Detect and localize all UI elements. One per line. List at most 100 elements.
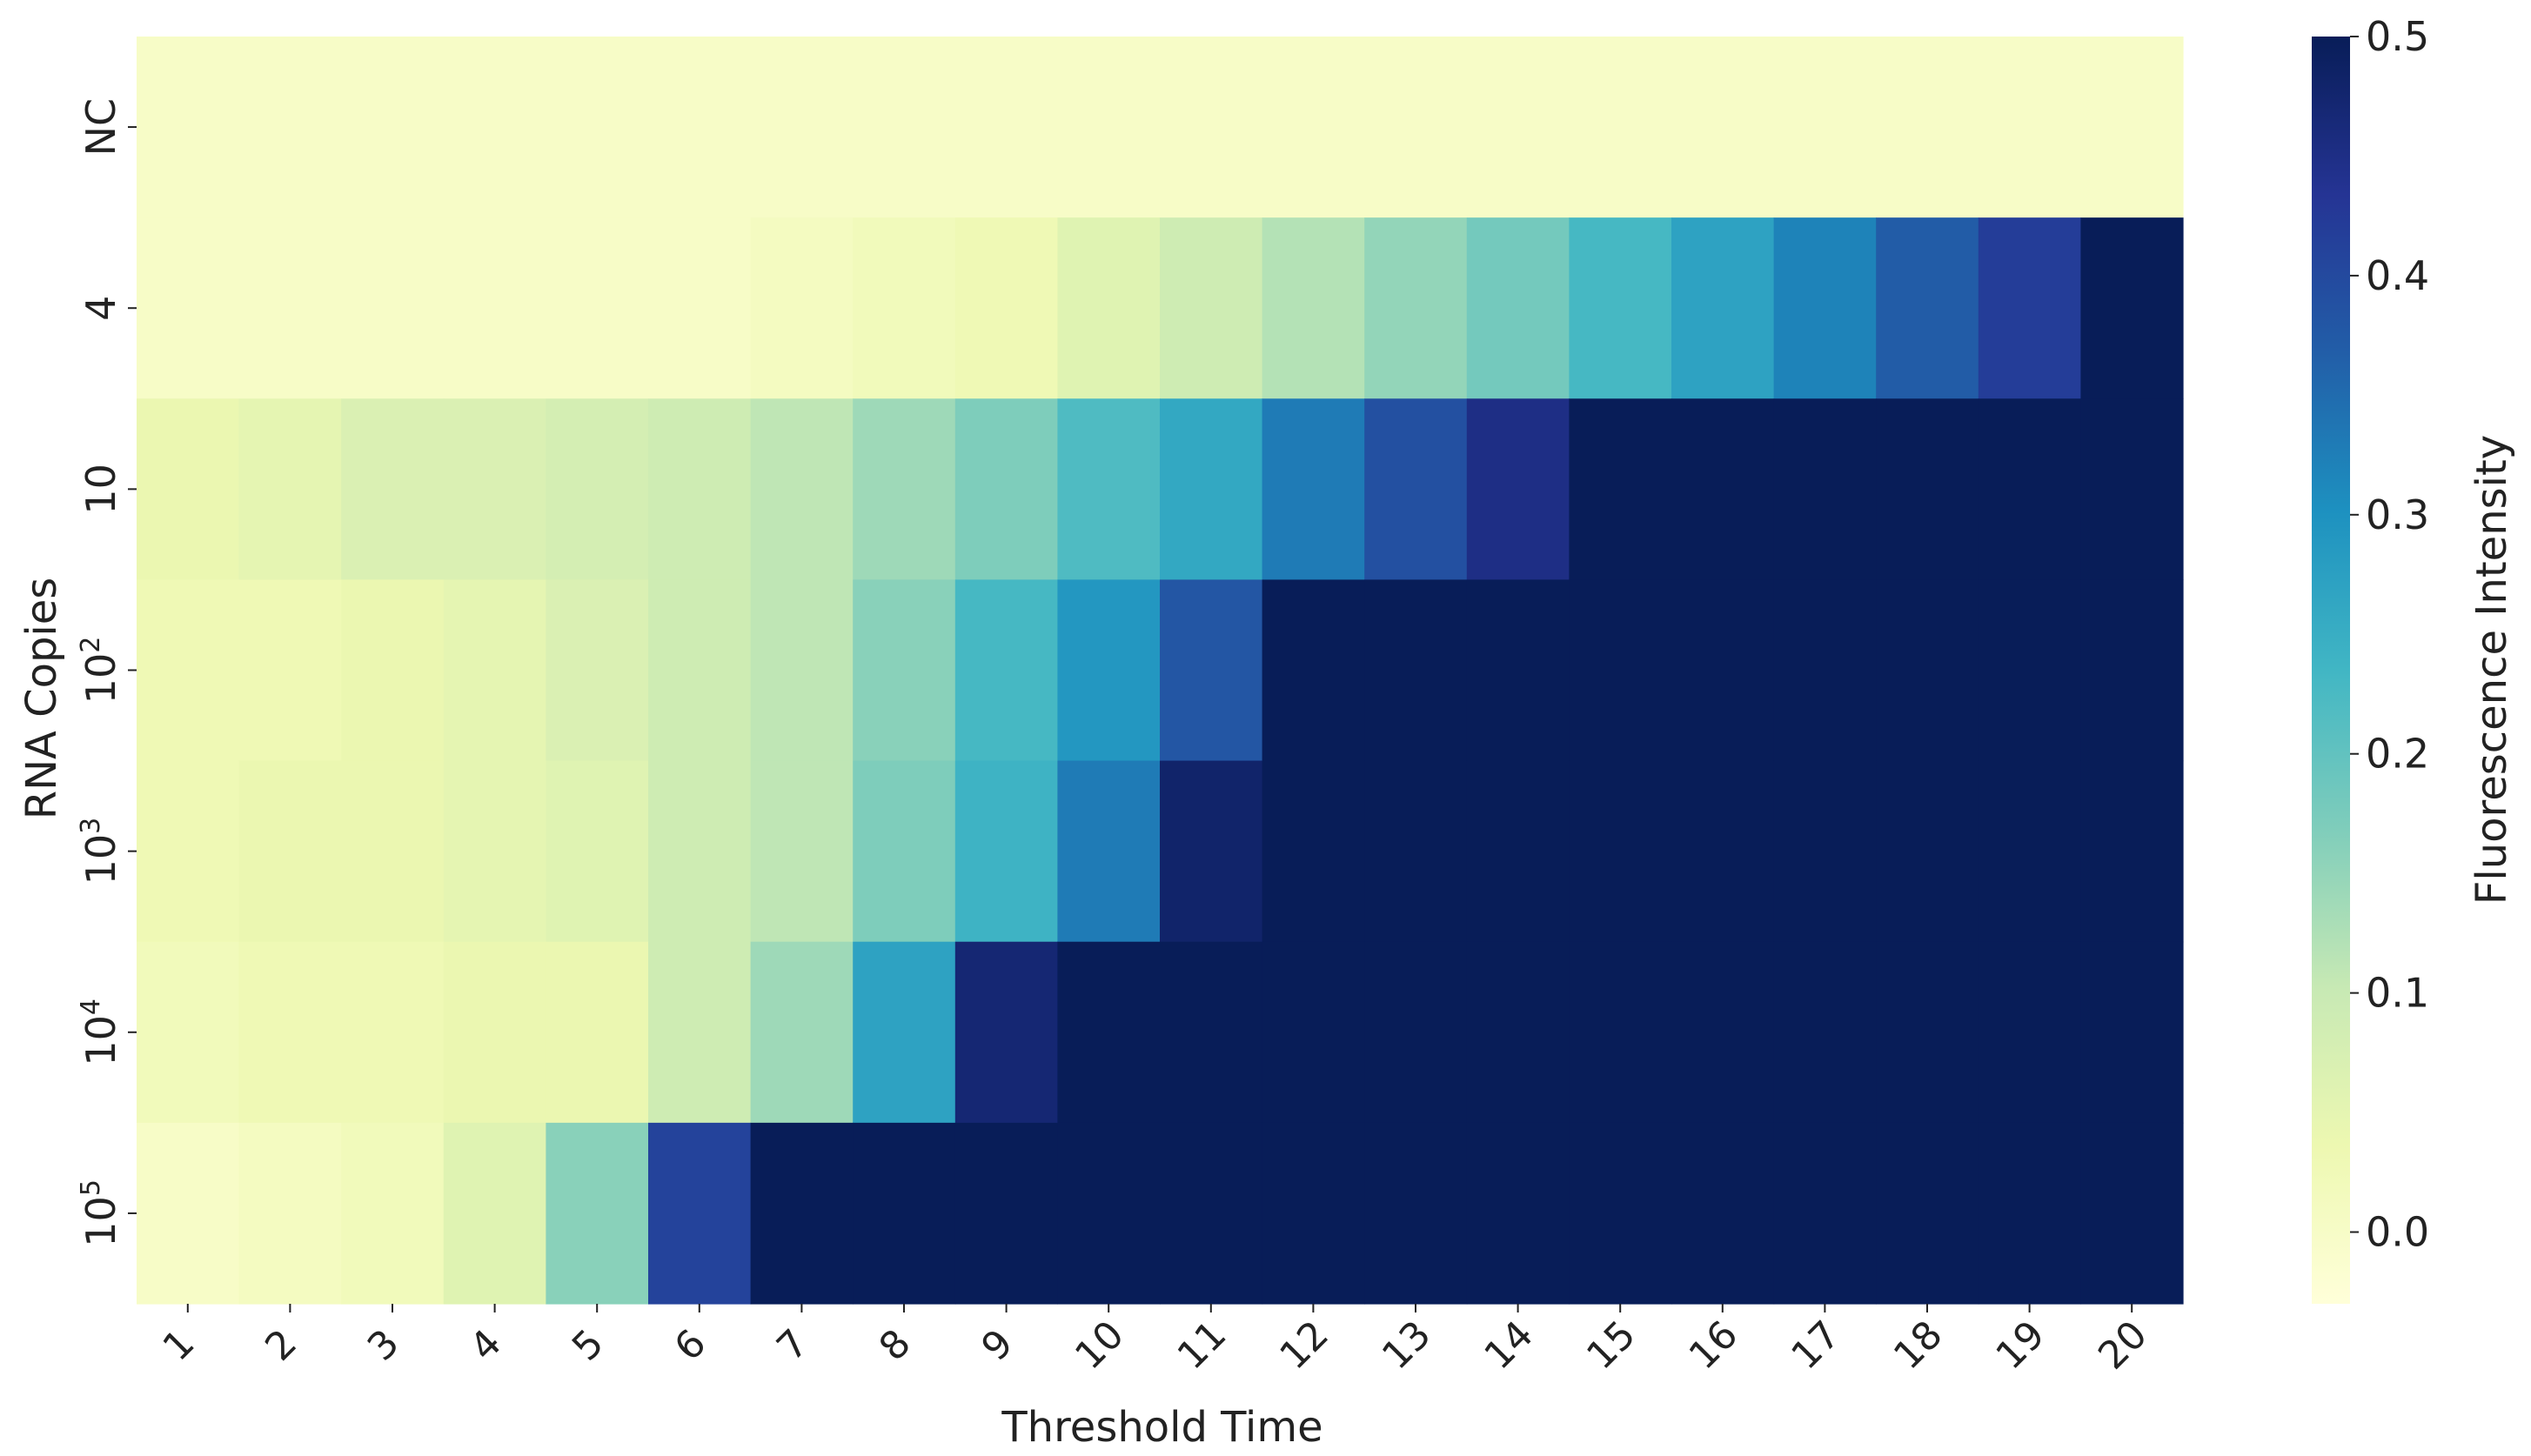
heatmap-cell — [954, 1122, 1058, 1305]
heatmap-cell — [2080, 37, 2184, 218]
heatmap-cell — [954, 941, 1058, 1124]
heatmap-cell — [853, 579, 956, 762]
x-tick-label: 9 — [973, 1321, 1021, 1370]
heatmap-cell — [954, 760, 1058, 943]
heatmap-cell — [1262, 579, 1365, 762]
heatmap-cell — [238, 760, 342, 943]
heatmap-cell — [137, 579, 240, 762]
heatmap-cell — [750, 579, 854, 762]
x-tick-label: 4 — [461, 1321, 510, 1370]
heatmap-cell — [1569, 579, 1672, 762]
heatmap-cell — [1364, 398, 1468, 581]
y-tick-label: 103 — [76, 818, 124, 885]
heatmap-cell — [1671, 760, 1775, 943]
heatmap-cell — [1978, 760, 2081, 943]
heatmap-cell — [546, 1122, 649, 1305]
heatmap-cell — [1466, 217, 1570, 399]
heatmap-cell — [2080, 579, 2184, 762]
heatmap-cell — [1569, 1122, 1672, 1305]
heatmap-cell — [1057, 760, 1161, 943]
heatmap-cell — [1978, 217, 2081, 399]
heatmap-cell — [1671, 579, 1775, 762]
heatmap-cell — [1262, 760, 1365, 943]
heatmap-cell — [137, 941, 240, 1124]
x-axis-ticks: 1 2 3 4 5 6 7 8 9 10 11 12 13 14 15 16 17 18 19 20 — [155, 1304, 2156, 1379]
heatmap-cell — [137, 760, 240, 943]
heatmap-cell — [954, 217, 1058, 399]
heatmap-cell — [750, 37, 854, 218]
heatmap-cell — [1466, 1122, 1570, 1305]
heatmap-cell — [1160, 941, 1263, 1124]
heatmap-cell — [1876, 217, 1979, 399]
colorbar-ticks: 0.0 0.1 0.2 0.3 0.4 0.5 — [2350, 13, 2429, 1256]
heatmap-cell — [750, 398, 854, 581]
colorbar-tick-label: 0.2 — [2366, 731, 2429, 778]
x-tick-label: 20 — [2090, 1312, 2156, 1379]
heatmap-cell — [1978, 398, 2081, 581]
y-tick-label: 10 — [77, 464, 124, 515]
heatmap-cell — [1671, 941, 1775, 1124]
heatmap-cell — [1466, 941, 1570, 1124]
heatmap-cell — [1569, 941, 1672, 1124]
y-tick-label: 102 — [76, 637, 124, 705]
y-tick-label: 104 — [76, 998, 124, 1066]
x-tick-label: 6 — [666, 1321, 715, 1370]
heatmap-cell — [1569, 760, 1672, 943]
heatmap-cell — [1160, 37, 1263, 218]
heatmap-cell — [546, 37, 649, 218]
heatmap-cell — [341, 37, 445, 218]
heatmap-cells — [137, 37, 2184, 1305]
colorbar-tick-label: 0.3 — [2366, 491, 2429, 538]
x-tick-label: 2 — [257, 1321, 305, 1370]
x-tick-label: 3 — [359, 1321, 408, 1370]
heatmap-cell — [648, 398, 752, 581]
heatmap-cell — [341, 217, 445, 399]
heatmap-cell — [1876, 941, 1979, 1124]
heatmap-cell — [1364, 37, 1468, 218]
heatmap-cell — [341, 579, 445, 762]
x-tick-label: 5 — [564, 1321, 613, 1370]
heatmap-cell — [1773, 941, 1877, 1124]
heatmap-cell — [238, 579, 342, 762]
heatmap-cell — [648, 760, 752, 943]
heatmap-cell — [1160, 579, 1263, 762]
heatmap-cell — [1466, 579, 1570, 762]
colorbar — [2312, 37, 2350, 1304]
heatmap-cell — [1876, 37, 1979, 218]
y-tick-label: 105 — [76, 1179, 124, 1247]
heatmap-cell — [1160, 398, 1263, 581]
heatmap-cell — [1057, 1122, 1161, 1305]
heatmap-cell — [2080, 941, 2184, 1124]
heatmap-cell — [648, 37, 752, 218]
heatmap-cell — [1773, 579, 1877, 762]
heatmap-cell — [1262, 37, 1365, 218]
y-axis-label: RNA Copies — [17, 578, 66, 820]
x-tick-label: 7 — [768, 1321, 817, 1370]
heatmap-cell — [1773, 37, 1877, 218]
heatmap-cell — [1773, 1122, 1877, 1305]
heatmap-cell — [2080, 760, 2184, 943]
heatmap-cell — [1057, 217, 1161, 399]
heatmap-cell — [1773, 398, 1877, 581]
colorbar-tick-label: 0.1 — [2366, 970, 2429, 1017]
heatmap-cell — [1160, 1122, 1263, 1305]
heatmap-cell — [238, 398, 342, 581]
heatmap-cell — [2080, 217, 2184, 399]
heatmap-cell — [341, 941, 445, 1124]
heatmap-cell — [1569, 398, 1672, 581]
y-axis-ticks: NC 4 10 102 103 104 105 — [76, 98, 137, 1247]
heatmap-cell — [853, 941, 956, 1124]
x-tick-label: 18 — [1885, 1312, 1952, 1379]
heatmap-cell — [1671, 37, 1775, 218]
heatmap-cell — [954, 398, 1058, 581]
heatmap-cell — [1057, 941, 1161, 1124]
heatmap-cell — [546, 398, 649, 581]
heatmap-cell — [546, 941, 649, 1124]
heatmap-cell — [1160, 760, 1263, 943]
heatmap-cell — [1978, 579, 2081, 762]
heatmap-cell — [1364, 941, 1468, 1124]
heatmap-cell — [443, 941, 546, 1124]
heatmap-cell — [1671, 217, 1775, 399]
x-tick-label: 17 — [1783, 1312, 1849, 1379]
heatmap-cell — [1160, 217, 1263, 399]
